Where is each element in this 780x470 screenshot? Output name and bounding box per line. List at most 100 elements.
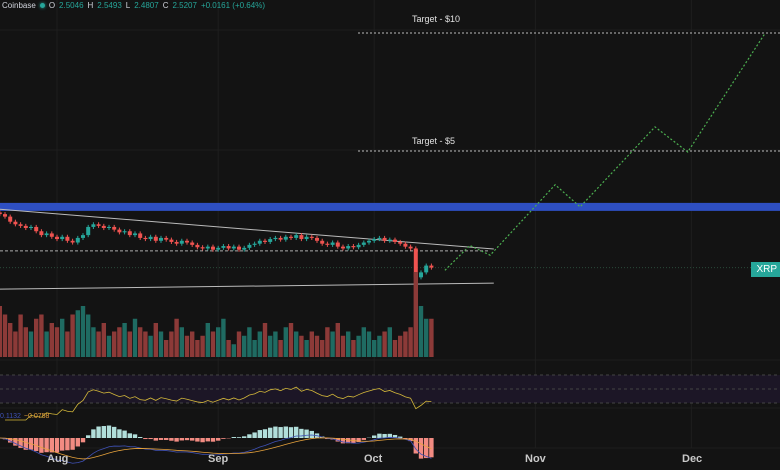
macd-histogram-bar	[164, 438, 169, 441]
candle	[174, 241, 179, 244]
volume-bar	[200, 335, 205, 357]
projection-path	[444, 32, 766, 271]
candle	[190, 242, 195, 245]
macd-histogram-bar	[262, 429, 268, 438]
target-5-label: Target - $5	[412, 136, 456, 146]
macd-histogram-bar	[49, 438, 54, 453]
macd-histogram-bar	[247, 434, 252, 438]
volume-bar	[127, 331, 132, 357]
macd-histogram-bar	[418, 438, 424, 459]
candle	[377, 237, 382, 240]
macd-histogram-bar	[8, 438, 13, 443]
volume-bar	[13, 331, 18, 357]
macd-histogram-bar	[242, 436, 247, 438]
macd-histogram-bar	[231, 437, 236, 438]
close-label: C	[162, 1, 169, 10]
macd-histogram-bar	[13, 438, 18, 446]
volume-bar	[148, 335, 153, 357]
symbol-price-badge: XRP	[751, 262, 780, 277]
macd-histogram-bar	[106, 425, 112, 438]
candle	[44, 233, 49, 236]
volume-bar	[403, 331, 408, 357]
macd-histogram-bar	[278, 427, 283, 438]
volume-bar	[132, 318, 138, 357]
macd-histogram-bar	[18, 438, 23, 448]
macd-histogram-bar	[184, 438, 190, 441]
macd-histogram-bar	[257, 430, 262, 438]
candle	[49, 233, 54, 237]
macd-histogram-bar	[96, 426, 101, 438]
candle	[304, 236, 309, 240]
x-tick-sep: Sep	[208, 453, 229, 465]
volume-bar	[91, 327, 96, 357]
volume-bar	[28, 331, 34, 357]
volume-bar	[387, 327, 392, 357]
candle	[278, 237, 283, 240]
candle	[143, 237, 148, 240]
volume-bar	[8, 323, 13, 357]
candle	[55, 236, 59, 240]
macd-histogram-bar	[216, 438, 221, 441]
macd-histogram-bar	[169, 438, 174, 441]
candle	[424, 265, 429, 273]
volume-bar	[418, 306, 424, 357]
volume-bar	[226, 340, 231, 357]
signal-value: −0.0758	[23, 413, 50, 420]
candle	[195, 244, 200, 248]
candle	[221, 246, 226, 248]
macd-histogram-bar	[340, 438, 346, 444]
open-label: O	[48, 1, 56, 10]
macd-histogram-bar	[346, 438, 351, 444]
candle	[387, 239, 392, 241]
macd-histogram-bar	[158, 438, 164, 440]
volume-bar	[18, 314, 23, 357]
volume-bar	[174, 318, 179, 357]
candle	[65, 236, 70, 241]
volume-bar	[361, 327, 366, 357]
volume-bar	[184, 335, 190, 357]
volume-bar	[101, 323, 106, 357]
candle	[247, 244, 252, 248]
macd-histogram-bar	[361, 438, 366, 440]
high-label: H	[87, 1, 94, 10]
candle	[81, 235, 85, 238]
macd-histogram-bar	[54, 438, 60, 453]
candle	[335, 242, 340, 247]
candle	[179, 240, 184, 244]
candle	[29, 226, 33, 228]
candle	[159, 237, 163, 241]
candle	[96, 224, 101, 226]
volume-bar	[242, 335, 247, 357]
low-label: L	[125, 1, 131, 10]
volume-bar	[195, 340, 200, 357]
candle	[112, 226, 117, 230]
macd-histogram-bar	[221, 438, 226, 439]
macd-histogram-bar	[382, 433, 387, 438]
ohlc-header: Coinbase O 2.5046 H 2.5493 L 2.4807 C 2.5207…	[2, 1, 265, 10]
volume-bar	[65, 331, 70, 357]
candle	[315, 237, 319, 241]
change-value: +0.0161 (+0.64%)	[200, 1, 265, 10]
candle	[138, 233, 143, 238]
candle	[367, 240, 371, 243]
candle	[242, 247, 247, 250]
low-value: 2.4807	[134, 1, 159, 10]
candle	[148, 236, 153, 240]
volume-bar	[216, 327, 221, 357]
volume-bar	[169, 331, 174, 357]
volume-bar	[429, 318, 434, 357]
macd-histogram-bar	[309, 430, 314, 438]
candle	[268, 239, 273, 242]
volume-bar	[39, 314, 44, 357]
candle	[107, 226, 111, 228]
resistance-band	[0, 202, 780, 211]
high-value: 2.5493	[97, 1, 122, 10]
candle	[252, 243, 257, 245]
candle	[39, 231, 44, 236]
candle	[216, 247, 221, 250]
volume-bar	[330, 331, 335, 357]
volume-bar	[288, 323, 294, 357]
volume-bar	[309, 331, 314, 357]
volume-bar	[346, 331, 351, 357]
